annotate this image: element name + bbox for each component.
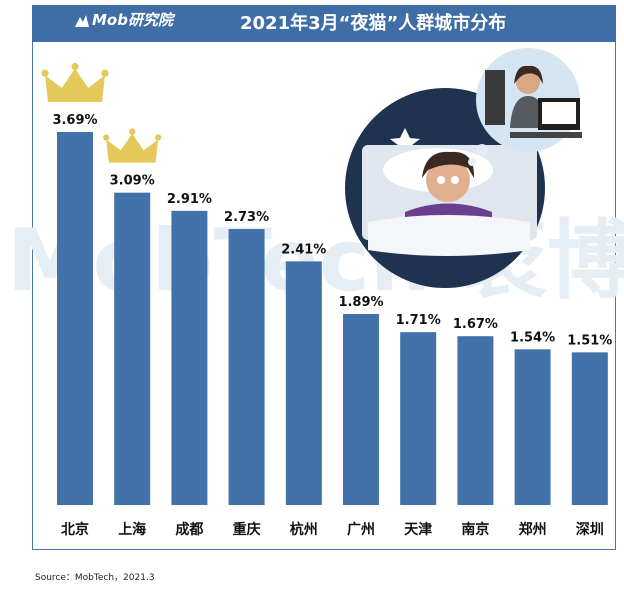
category-label: 杭州 bbox=[290, 521, 318, 538]
monitor-screen bbox=[542, 102, 576, 124]
face bbox=[426, 158, 470, 202]
category-label: 天津 bbox=[404, 521, 432, 538]
bar bbox=[571, 352, 608, 505]
blanket bbox=[368, 215, 530, 256]
data-label: 3.09% bbox=[110, 174, 155, 189]
bar bbox=[228, 229, 265, 505]
category-label: 南京 bbox=[461, 521, 489, 538]
chart-header bbox=[32, 5, 616, 42]
logo: Mob研究院 bbox=[75, 9, 173, 30]
bar bbox=[285, 261, 322, 505]
category-label: 广州 bbox=[347, 521, 375, 538]
data-label: 1.51% bbox=[567, 333, 612, 348]
bar bbox=[457, 336, 494, 505]
dream-body bbox=[510, 96, 546, 128]
category-label: 上海 bbox=[118, 521, 146, 538]
data-label: 1.89% bbox=[338, 295, 383, 310]
logo-text: Mob研究院 bbox=[92, 11, 173, 29]
data-label: 1.67% bbox=[453, 317, 498, 332]
bar bbox=[171, 210, 208, 506]
data-label: 2.91% bbox=[167, 192, 212, 207]
dream-face bbox=[516, 70, 540, 94]
dream-hair bbox=[514, 65, 543, 84]
data-label: 2.41% bbox=[281, 242, 326, 257]
hair bbox=[422, 151, 475, 178]
night-owl-illustration bbox=[345, 48, 582, 288]
bar bbox=[343, 313, 379, 505]
category-label: 重庆 bbox=[233, 521, 261, 538]
crown-icon bbox=[41, 62, 109, 102]
eye bbox=[451, 176, 459, 184]
category-label: 北京 bbox=[61, 521, 89, 538]
chart-title: 2021年3月“夜猫”人群城市分布 bbox=[240, 13, 507, 34]
bar bbox=[400, 332, 437, 505]
thought-bubble bbox=[476, 144, 488, 156]
data-label: 1.71% bbox=[396, 313, 441, 328]
data-label: 2.73% bbox=[224, 210, 269, 225]
desk bbox=[510, 132, 582, 138]
bar bbox=[57, 132, 93, 505]
category-label: 深圳 bbox=[576, 521, 604, 538]
category-label: 郑州 bbox=[519, 521, 547, 538]
thought-bubble bbox=[468, 158, 476, 166]
data-label: 1.54% bbox=[510, 330, 555, 345]
bookshelf bbox=[485, 70, 505, 125]
eye bbox=[437, 176, 445, 184]
data-label: 3.69% bbox=[52, 113, 97, 128]
source-note: Source：MobTech，2021.3 bbox=[35, 573, 155, 583]
bar bbox=[514, 349, 551, 505]
logo-icon bbox=[75, 14, 89, 27]
crown-icon bbox=[103, 128, 162, 163]
category-label: 成都 bbox=[175, 521, 203, 538]
bar bbox=[114, 192, 151, 506]
